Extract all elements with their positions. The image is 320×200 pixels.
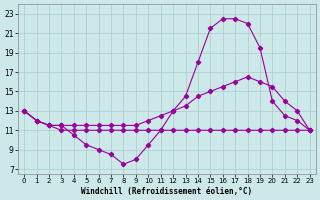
X-axis label: Windchill (Refroidissement éolien,°C): Windchill (Refroidissement éolien,°C) xyxy=(81,187,252,196)
